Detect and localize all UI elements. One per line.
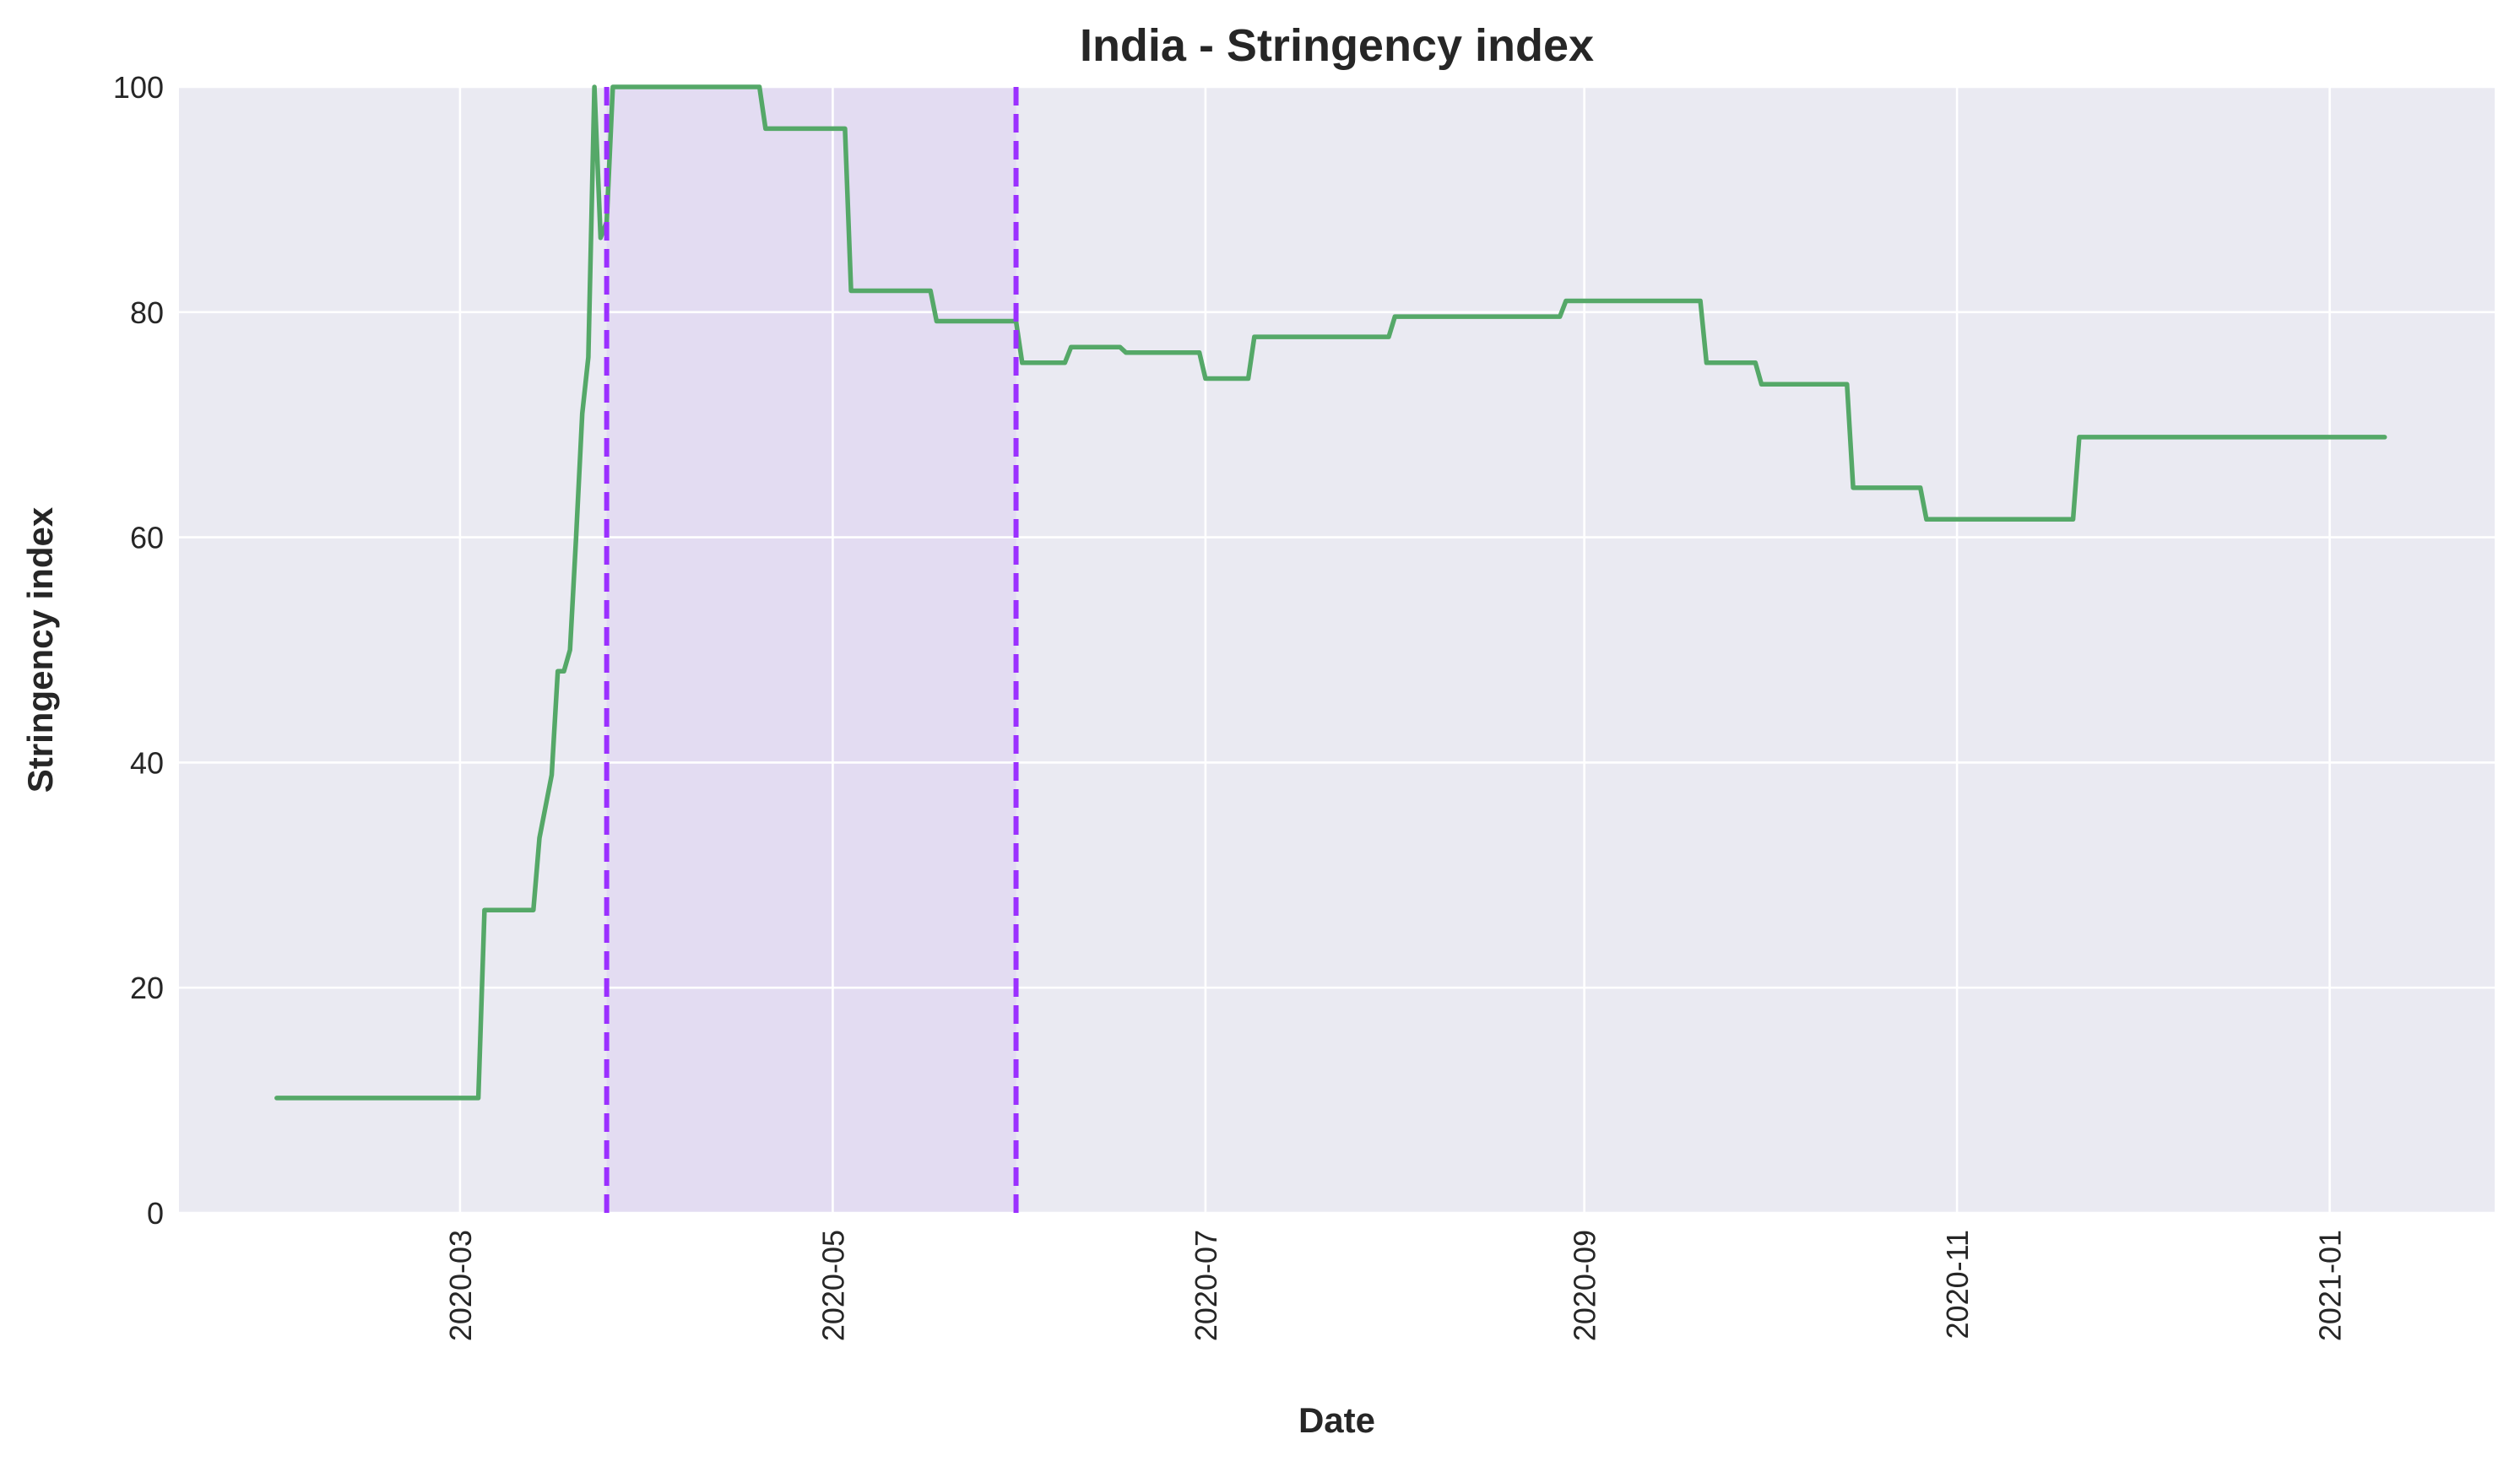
shaded-period (606, 87, 1016, 1213)
x-tick-label: 2021-01 (2313, 1230, 2348, 1341)
y-tick-label: 80 (130, 295, 164, 330)
y-tick-label: 20 (130, 971, 164, 1005)
y-tick-label: 100 (113, 70, 164, 105)
x-tick-label: 2020-11 (1940, 1230, 1975, 1339)
y-tick-label: 0 (147, 1196, 164, 1231)
plot-background (179, 87, 2495, 1213)
y-tick-label: 60 (130, 521, 164, 555)
x-axis-label: Date (1298, 1400, 1375, 1440)
x-tick-label: 2020-09 (1568, 1230, 1602, 1341)
stringency-series-line (274, 84, 2387, 1101)
x-tick-label: 2020-07 (1189, 1230, 1223, 1341)
x-tick-label: 2020-03 (443, 1230, 478, 1341)
y-tick-label: 40 (130, 745, 164, 780)
x-tick-label: 2020-05 (816, 1230, 850, 1341)
chart-title: India - Stringency index (1080, 20, 1594, 71)
y-axis-label: Stringency index (20, 506, 60, 793)
